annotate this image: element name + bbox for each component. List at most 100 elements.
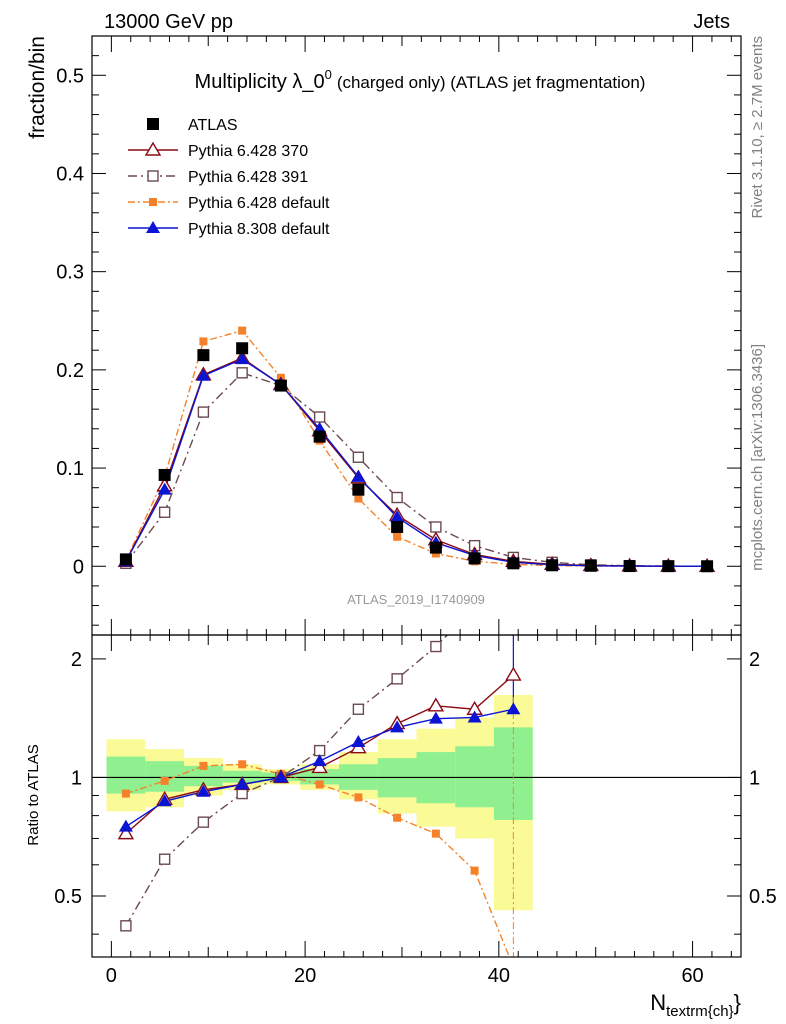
point-p6def-3: [238, 326, 247, 335]
legend-marker-p6def: [149, 198, 157, 206]
ytick-label-ratio-right-0: 0.5: [749, 886, 777, 908]
ratio-point-p6def-9: [470, 866, 479, 875]
ratio-point-p8def-5: [312, 754, 327, 767]
ratio-point-p391-1: [158, 853, 171, 865]
ytick-label-ratio-left-1: 1: [71, 767, 82, 789]
point-p391-2: [197, 406, 210, 418]
ytick-label-main-0: 0: [73, 556, 84, 578]
point-atlas-4: [274, 379, 287, 392]
point-atlas-2: [197, 349, 210, 362]
ratio-point-p8def-4: [273, 770, 288, 783]
point-p8def-7: [390, 510, 405, 523]
legend-label-p391: Pythia 6.428 391: [188, 169, 308, 186]
ratio-point-p391-0: [120, 920, 132, 932]
band-inner-2: [184, 765, 223, 787]
ratio-point-p8def-6: [351, 735, 366, 748]
point-atlas-13: [623, 560, 636, 573]
point-p6def-7: [393, 532, 402, 541]
legend-label-p6def: Pythia 6.428 default: [188, 195, 330, 212]
ratio-panel-markers: [117, 640, 522, 932]
point-atlas-12: [584, 559, 597, 572]
panel-frames: [91, 35, 742, 958]
ratio-point-p370-0: [117, 825, 135, 840]
ytick-label-ratio-right-1: 1: [749, 767, 760, 789]
point-p391-6: [352, 451, 365, 463]
point-atlas-1: [158, 468, 171, 481]
legend-label-p8def: Pythia 8.308 default: [188, 221, 330, 238]
line-p6def: [125, 329, 708, 567]
y-axis-label-ratio: Ratio to ATLAS: [25, 744, 42, 845]
mcplots-label: mcplots.cern.ch [arXiv:1306.3436]: [749, 344, 766, 571]
ratio-point-p8def-10: [506, 702, 521, 715]
ratio-point-p370-5: [311, 759, 328, 774]
ratio-point-p6def-7: [393, 813, 402, 822]
point-p391-8: [430, 521, 442, 533]
y-axis-label-main: fraction/bin: [26, 36, 49, 139]
xtick-label-2: 40: [488, 965, 510, 987]
point-atlas-15: [701, 560, 714, 573]
ratio-point-p391-2: [197, 816, 210, 828]
ratio-point-p8def-8: [428, 711, 443, 724]
band-inner-9: [455, 746, 494, 808]
ytick-label-main-2: 0.2: [56, 360, 84, 382]
ytick-label-ratio-left-2: 2: [71, 649, 82, 671]
ratio-point-p6def-0: [121, 789, 130, 798]
point-atlas-3: [236, 342, 249, 355]
point-p8def-2: [196, 368, 211, 381]
ytick-label-ratio-left-0: 0.5: [54, 886, 82, 908]
line-p391: [125, 372, 708, 567]
ratio-point-p391-7: [391, 673, 403, 685]
ytick-label-main-1: 0.1: [56, 458, 84, 480]
ytick-label-main-5: 0.5: [56, 65, 84, 87]
ratio-point-p8def-7: [390, 720, 405, 733]
main-panel-series: [125, 329, 708, 567]
point-p6def-2: [199, 337, 208, 346]
legend-marker-p391: [147, 170, 159, 182]
legend-marker-atlas: [147, 118, 159, 130]
ratio-point-p391-6: [352, 703, 365, 715]
point-p8def-1: [157, 482, 172, 495]
point-atlas-7: [391, 520, 404, 533]
legend-label-p370: Pythia 6.428 370: [188, 143, 308, 160]
ratio-point-p6def-8: [431, 829, 440, 838]
point-p391-5: [313, 411, 326, 423]
point-atlas-5: [313, 430, 326, 443]
point-p391-3: [236, 367, 248, 379]
point-atlas-6: [352, 483, 365, 496]
ratio-point-p8def-3: [235, 777, 250, 790]
ytick-label-main-3: 0.3: [56, 262, 84, 284]
legend-marker-p8def: [146, 221, 160, 233]
point-atlas-8: [429, 541, 442, 554]
legend: ATLAS Pythia 6.428 370 Pythia 6.428 391 Pyt…: [128, 117, 330, 238]
plot-title: Multiplicity λ_00 (charged only) (ATLAS j…: [195, 67, 646, 93]
point-p8def-6: [351, 469, 366, 482]
rivet-label: Rivet 3.1.10, ≥ 2.7M events: [749, 36, 766, 219]
ytick-label-main-4: 0.4: [56, 163, 84, 185]
point-atlas-10: [507, 557, 520, 570]
ratio-point-p6def-3: [238, 760, 247, 769]
ratio-point-p6def-6: [354, 793, 363, 802]
ratio-panel-frame: [91, 634, 742, 958]
legend-label-atlas: ATLAS: [188, 117, 238, 134]
ratio-point-p8def-9: [467, 710, 482, 723]
band-inner-0: [106, 756, 146, 794]
xtick-label-1: 20: [294, 965, 316, 987]
ratio-point-p8def-1: [157, 794, 172, 807]
point-p391-7: [391, 491, 403, 504]
analysis-id: ATLAS_2019_I1740909: [347, 592, 485, 607]
point-atlas-0: [119, 553, 132, 566]
line-p8def: [125, 358, 708, 567]
point-p6def-6: [354, 494, 363, 503]
legend-marker-p370: [144, 141, 162, 156]
point-atlas-11: [546, 559, 559, 572]
axis-ticks: [92, 35, 741, 957]
ratio-point-p6def-2: [199, 761, 208, 770]
point-p391-1: [158, 506, 171, 518]
x-axis-label: Ntextrm{ch}}: [650, 990, 741, 1020]
header-right: Jets: [693, 11, 730, 33]
point-p8def-3: [235, 352, 250, 365]
ratio-point-p391-8: [430, 640, 442, 653]
ratio-point-p370-8: [427, 697, 445, 712]
ratio-point-p391-5: [313, 744, 326, 757]
axis-tick-labels: 0 0.1 0.2 0.3 0.4 0.5 0 20 40 60 0.5 0.5 1 1 2 2: [54, 65, 777, 987]
